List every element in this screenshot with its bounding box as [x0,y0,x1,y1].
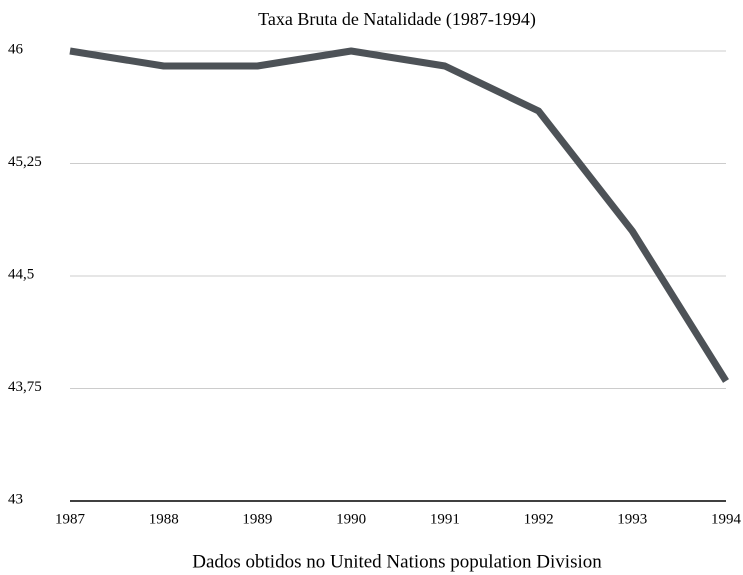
y-tick-label: 44,5 [8,266,34,282]
y-tick-label: 43,75 [8,379,42,395]
x-tick-label: 1990 [336,511,366,527]
data-line [69,47,729,383]
y-tick-label: 46 [8,41,24,57]
x-tick-label: 1989 [242,511,272,527]
x-tick-label: 1993 [617,511,647,527]
x-tick-label: 1988 [149,511,179,527]
y-tick-label: 45,25 [8,154,42,170]
x-tick-label: 1987 [55,511,86,527]
x-tick-label: 1994 [711,511,742,527]
x-tick-label: 1991 [430,511,460,527]
chart-title: Taxa Bruta de Natalidade (1987-1994) [258,9,536,30]
x-axis-label: Dados obtidos no United Nations populati… [192,551,602,572]
y-tick-label: 43 [8,491,23,507]
x-tick-label: 1992 [524,511,554,527]
